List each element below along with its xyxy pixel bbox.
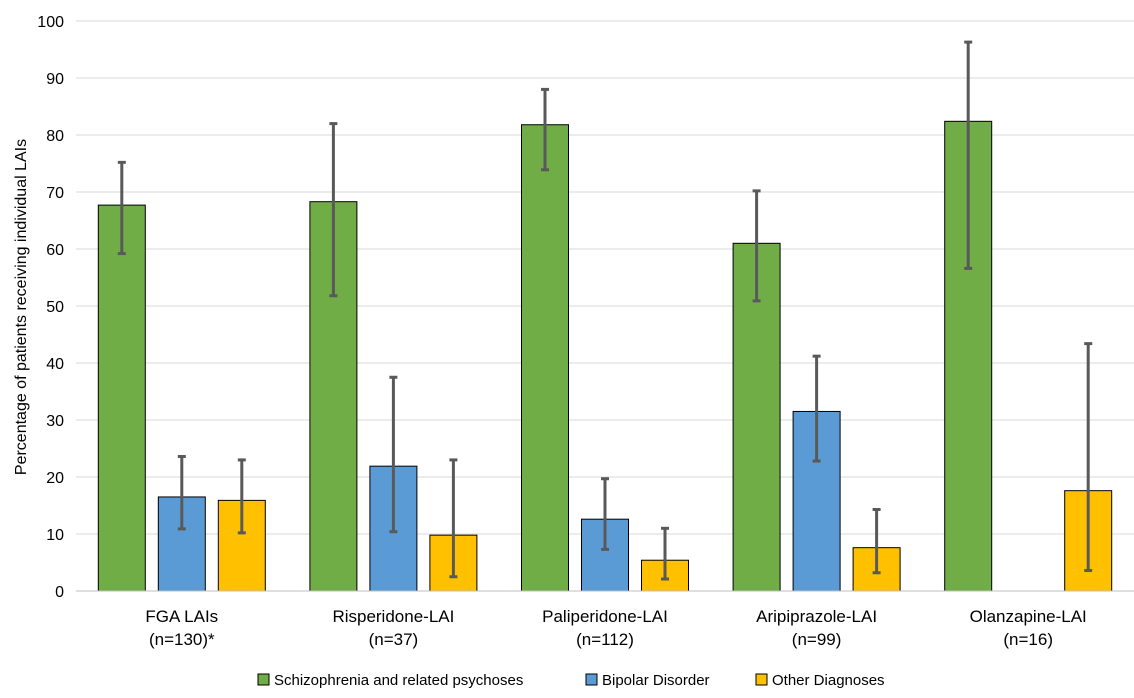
- x-tick-label: (n=112): [576, 630, 634, 649]
- x-tick-label: Aripiprazole-LAI: [756, 607, 877, 626]
- x-tick-label: FGA LAIs: [145, 607, 218, 626]
- x-tick-label: (n=130)*: [149, 630, 215, 649]
- x-tick-label: (n=37): [369, 630, 419, 649]
- y-tick-label: 10: [46, 527, 64, 544]
- y-axis-label: Percentage of patients receiving individ…: [13, 139, 30, 475]
- y-tick-label: 50: [46, 299, 64, 316]
- x-tick-label: (n=99): [792, 630, 842, 649]
- bars: [97, 120, 1113, 592]
- y-tick-label: 40: [46, 356, 64, 373]
- y-tick-label: 20: [46, 470, 64, 487]
- x-tick-label: Risperidone-LAI: [332, 607, 454, 626]
- x-tick-label: Olanzapine-LAI: [970, 607, 1087, 626]
- y-tick-label: 90: [46, 71, 64, 88]
- legend-swatch: [755, 673, 768, 686]
- error-bars: [117, 40, 1093, 581]
- legend: Schizophrenia and related psychoses Bipol…: [257, 672, 885, 689]
- y-tick-label: 0: [55, 584, 64, 601]
- bar: [97, 204, 146, 592]
- x-tick-label: Paliperidone-LAI: [542, 607, 668, 626]
- legend-swatch: [257, 673, 270, 686]
- y-tick-label: 80: [46, 128, 64, 145]
- y-tick-label: 100: [37, 14, 64, 31]
- y-tick-label: 60: [46, 242, 64, 259]
- gridlines: [76, 20, 1134, 535]
- bar: [521, 124, 569, 592]
- y-tick-label: 30: [46, 413, 64, 430]
- legend-swatch: [585, 673, 598, 686]
- legend-label: Bipolar Disorder: [602, 672, 710, 689]
- legend-label: Schizophrenia and related psychoses: [274, 672, 523, 689]
- x-tick-label: (n=16): [1003, 630, 1053, 649]
- legend-label: Other Diagnoses: [772, 672, 885, 689]
- y-tick-label: 70: [46, 185, 64, 202]
- axes: 0 10 20 30 40 50 60 70 80 90 100 FGA LAIs (n=130)* Ri…: [37, 14, 1134, 649]
